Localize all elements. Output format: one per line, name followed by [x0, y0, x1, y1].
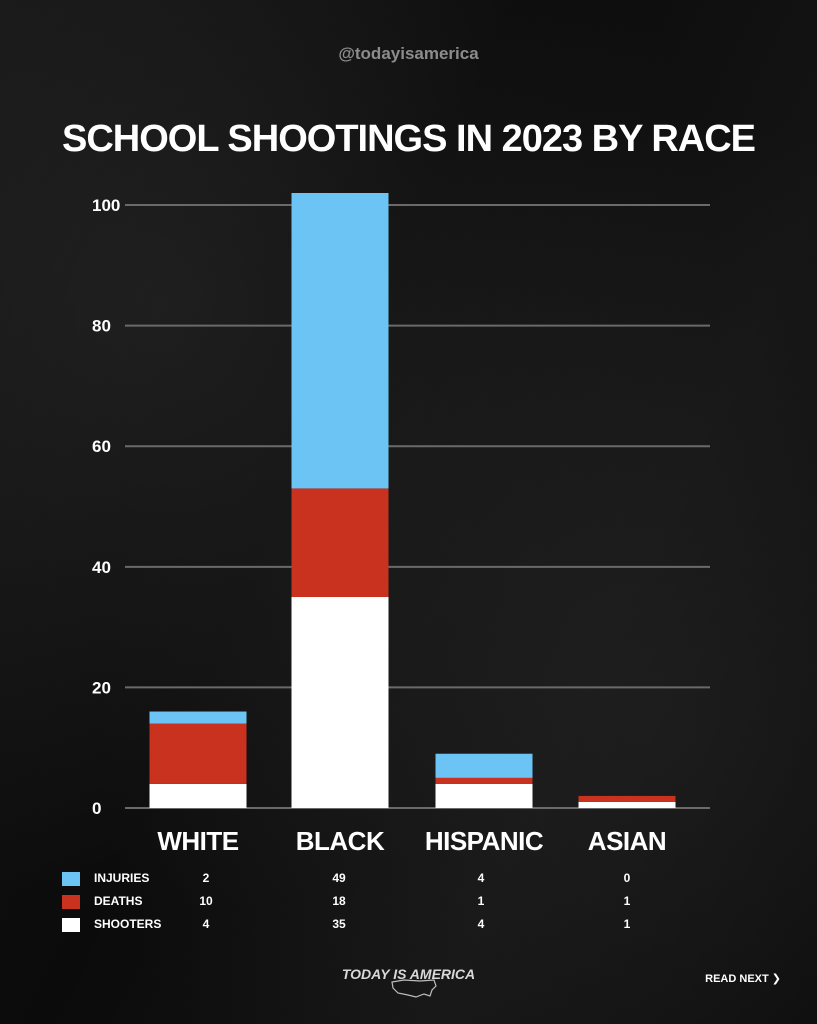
x-category-label: HISPANIC — [425, 826, 544, 856]
table-cell: 4 — [477, 871, 485, 885]
legend-label: DEATHS — [94, 894, 143, 908]
table-cell: 2 — [202, 871, 210, 885]
injuries-swatch — [62, 872, 80, 886]
bar-injuries-black — [291, 193, 389, 489]
bar-shooters-hispanic — [435, 783, 533, 808]
bar-deaths-asian — [578, 795, 676, 802]
shooters-swatch — [62, 918, 80, 932]
table-cell: 0 — [623, 871, 631, 885]
bar-deaths-black — [291, 488, 389, 597]
y-tick-label: 0 — [92, 799, 101, 818]
table-cell: 4 — [202, 917, 210, 931]
y-tick-label: 60 — [92, 437, 111, 456]
account-handle: @todayisamerica — [338, 44, 479, 63]
bar-deaths-white — [149, 723, 247, 784]
usa-map-icon — [391, 979, 437, 998]
y-tick-label: 100 — [92, 196, 120, 215]
y-tick-label: 20 — [92, 678, 111, 697]
bar-shooters-black — [291, 596, 389, 808]
table-cell: 49 — [332, 871, 346, 885]
x-category-label: WHITE — [157, 826, 238, 856]
deaths-swatch — [62, 895, 80, 909]
bar-injuries-white — [149, 711, 247, 724]
x-category-label: BLACK — [296, 826, 385, 856]
legend-label: SHOOTERS — [94, 917, 162, 931]
chart-title: SCHOOL SHOOTINGS IN 2023 BY RACE — [62, 118, 756, 160]
bar-deaths-hispanic — [435, 777, 533, 784]
stacked-bar-chart: 0 20 40 60 80 100 WHITE BLACK HISPANIC ASIAN — [92, 193, 710, 856]
legend-row-deaths: DEATHS 10 18 1 1 — [60, 891, 740, 914]
legend-label: INJURIES — [94, 871, 150, 885]
x-category-label: ASIAN — [588, 826, 666, 856]
bar-injuries-hispanic — [435, 753, 533, 778]
y-tick-label: 80 — [92, 317, 111, 336]
read-next-link[interactable]: READ NEXT ❯ — [705, 973, 781, 985]
table-cell: 18 — [332, 894, 346, 908]
bar-shooters-asian — [578, 801, 676, 808]
brand-logo: TODAY IS AMERICA — [341, 966, 476, 982]
table-cell: 1 — [477, 894, 485, 908]
legend-row-shooters: SHOOTERS 4 35 4 1 — [60, 914, 740, 937]
table-cell: 4 — [477, 917, 485, 931]
y-tick-label: 40 — [92, 558, 111, 577]
bar-shooters-white — [149, 783, 247, 808]
table-cell: 35 — [332, 917, 346, 931]
table-cell: 1 — [623, 917, 631, 931]
table-cell: 10 — [199, 894, 213, 908]
table-cell: 1 — [623, 894, 631, 908]
legend-row-injuries: INJURIES 2 49 4 0 — [60, 868, 740, 891]
data-table-legend: INJURIES 2 49 4 0 DEATHS 10 18 1 1 SHOOT… — [60, 868, 740, 937]
